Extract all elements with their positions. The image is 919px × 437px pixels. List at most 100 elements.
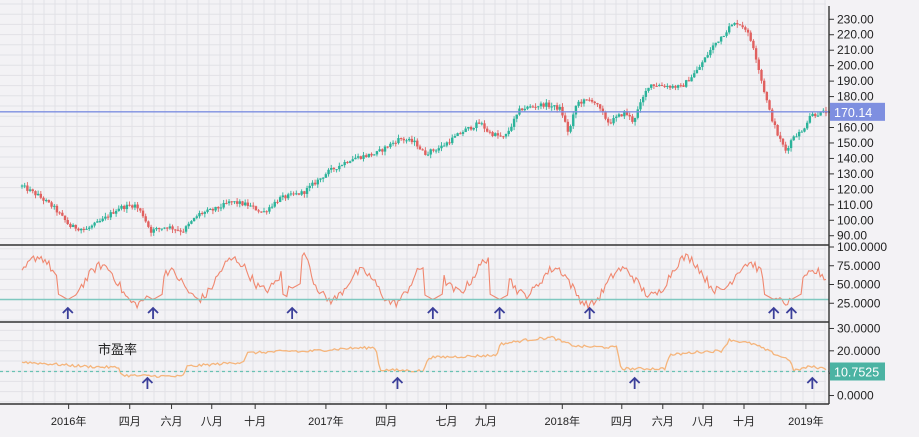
candle-body — [754, 48, 758, 60]
candle-body — [28, 189, 32, 191]
candle-body — [321, 177, 325, 179]
candle-body — [448, 142, 451, 144]
candle-body — [227, 201, 231, 204]
candle-body — [278, 197, 282, 202]
candle-body — [789, 140, 793, 149]
candle-body — [399, 138, 403, 140]
candle-body — [639, 102, 642, 110]
arrow-head — [141, 376, 154, 384]
arrow-head — [62, 306, 74, 314]
candle-body — [300, 191, 303, 195]
candle-body — [631, 116, 634, 122]
candle-body — [502, 136, 505, 138]
candle-body — [580, 101, 583, 104]
y-tick-label: 130.00 — [837, 167, 874, 181]
x-tick-label: 2018年 — [545, 414, 580, 428]
candle-body — [666, 85, 669, 87]
candle-body — [71, 224, 75, 228]
candle-body — [305, 188, 309, 194]
candle-body — [725, 32, 728, 36]
candle-body — [459, 133, 462, 135]
pe-panel: 市盈率 — [0, 335, 829, 389]
candle-body — [625, 111, 629, 115]
candle-body — [684, 80, 688, 87]
candle-body — [709, 49, 712, 56]
candle-body — [287, 194, 290, 199]
candle-body — [494, 133, 497, 136]
candle-body — [475, 122, 478, 128]
candle-body — [262, 211, 266, 213]
candle-body — [744, 27, 747, 30]
arrow-head — [785, 306, 798, 314]
candle-body — [805, 122, 809, 129]
y-tick-label: 90.00 — [837, 229, 867, 243]
candle-body — [370, 153, 373, 156]
arrow-head — [583, 306, 596, 314]
x-tick-label: 九月 — [475, 415, 497, 428]
candle-body — [760, 69, 763, 81]
candle-body — [90, 225, 94, 228]
candle-body — [117, 208, 121, 211]
x-axis: 2016年 四月 六月 八月 十月 2017年 四月 七月 九月 2018年 四月 六月 八月 十月 201… — [51, 404, 824, 428]
y-tick-label: 180.00 — [837, 90, 874, 104]
candle-body — [679, 85, 682, 87]
candle-body — [136, 204, 139, 209]
candle-body — [510, 126, 513, 131]
candle-body — [109, 212, 112, 218]
y-tick-label: 120.00 — [837, 182, 874, 196]
candle-body — [593, 101, 596, 104]
candle-body — [617, 114, 621, 117]
pe-label: 市盈率 — [98, 342, 137, 357]
candle-body — [254, 206, 258, 211]
x-tick-label: 四月 — [611, 416, 633, 428]
candle-body — [82, 228, 86, 230]
candle-body — [577, 101, 580, 106]
candle-body — [663, 85, 666, 87]
candle-body — [171, 226, 174, 230]
candle-body — [418, 146, 422, 150]
candle-body — [332, 167, 336, 170]
candle-body — [437, 148, 440, 151]
candle-body — [50, 202, 53, 207]
candle-body — [206, 209, 209, 212]
candle-body — [168, 226, 172, 229]
candle-body — [93, 222, 96, 226]
candle-body — [706, 55, 709, 58]
candle-body — [311, 182, 314, 186]
candle-body — [488, 131, 492, 133]
candle-body — [184, 226, 188, 232]
candle-body — [658, 85, 661, 87]
y-tick-label: 25.0000 — [837, 296, 881, 310]
candle-body — [139, 208, 142, 211]
candle-body — [133, 204, 137, 208]
candle-body — [265, 211, 268, 213]
candle-body — [200, 212, 204, 214]
candle-body — [453, 136, 457, 138]
candle-body — [590, 99, 594, 102]
candle-body — [249, 205, 252, 207]
x-tick-label: 2016年 — [51, 414, 86, 428]
candle-body — [104, 216, 107, 219]
candle-body — [58, 212, 61, 214]
candle-body — [297, 193, 301, 195]
candle-body — [166, 227, 169, 229]
price-panel — [0, 19, 829, 237]
candle-body — [539, 103, 543, 107]
candle-body — [477, 122, 481, 124]
candle-body — [45, 200, 48, 202]
candle-body — [386, 146, 389, 148]
candle-body — [192, 217, 196, 222]
candle-body — [424, 150, 427, 155]
candle-body — [364, 155, 368, 157]
candle-body — [319, 178, 322, 180]
rsi-panel — [0, 251, 829, 319]
candle-body — [727, 26, 731, 33]
candle-body — [163, 227, 166, 229]
candle-body — [362, 155, 365, 159]
candle-body — [303, 191, 306, 194]
candle-body — [219, 207, 223, 209]
price-badge-bg — [830, 102, 885, 121]
candle-body — [335, 169, 338, 171]
candle-body — [733, 22, 736, 25]
